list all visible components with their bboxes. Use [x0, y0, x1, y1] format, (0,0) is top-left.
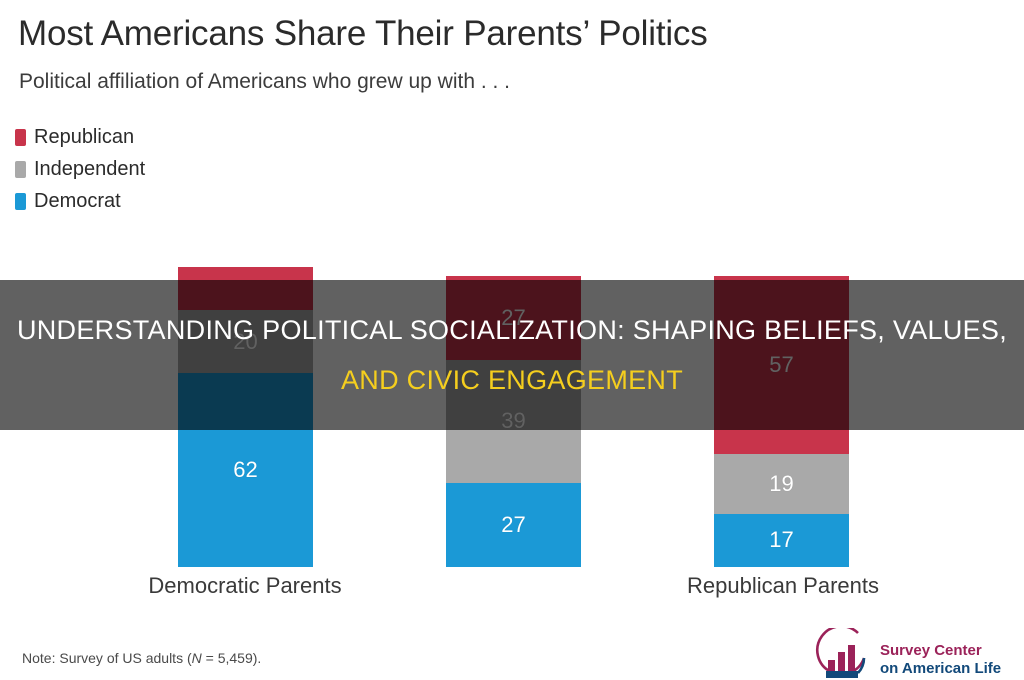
bar-value-label: 27	[501, 511, 526, 537]
bar-chart-in-circle-icon	[812, 624, 874, 680]
logo-line-2: on American Life	[880, 660, 1002, 677]
chart-legend: Republican Independent Democrat	[15, 121, 145, 217]
title-overlay-scrim: UNDERSTANDING POLITICAL SOCIALIZATION: S…	[0, 280, 1024, 430]
legend-swatch-icon-independent	[15, 160, 26, 178]
logo-wordmark: Survey Center on American Life	[880, 642, 1024, 680]
logo-line-1: Survey Center	[880, 642, 982, 659]
bar-segment-independent[interactable]: 19	[714, 454, 849, 514]
chart-note-n-symbol: N	[191, 650, 202, 666]
overlay-headline-line-2: AND CIVIC ENGAGEMENT	[340, 365, 684, 395]
legend-item-democrat[interactable]: Democrat	[15, 185, 145, 217]
legend-item-independent[interactable]: Independent	[15, 153, 145, 185]
legend-label-republican: Republican	[34, 125, 135, 148]
chart-note-prefix: Note: Survey of US adults (	[22, 650, 192, 666]
legend-item-republican[interactable]: Republican	[15, 121, 145, 153]
chart-note-n-value: = 5,459).	[201, 650, 262, 666]
legend-label-democrat: Democrat	[34, 189, 121, 212]
bar-segment-democrat[interactable]: 27	[446, 482, 581, 567]
bar-value-label: 62	[233, 456, 258, 482]
bar-segment-democrat[interactable]: 17	[714, 513, 849, 567]
chart-subtitle: Political affiliation of Americans who g…	[19, 70, 511, 93]
chart-note: Note: Survey of US adults (N = 5,459).	[22, 650, 261, 666]
legend-swatch-icon-republican	[15, 128, 26, 146]
survey-center-logo[interactable]: Survey Center on American Life	[812, 624, 1024, 680]
category-label-democratic-parents: Democratic Parents	[148, 573, 342, 598]
category-label-republican-parents: Republican Parents	[686, 573, 879, 598]
legend-swatch-icon-democrat	[15, 192, 26, 210]
bar-value-label: 17	[769, 527, 794, 553]
chart-title: Most Americans Share Their Parents’ Poli…	[18, 14, 708, 53]
bar-value-label: 19	[769, 471, 794, 497]
overlay-headline-line-1: UNDERSTANDING POLITICAL SOCIALIZATION: S…	[16, 315, 1008, 345]
legend-label-independent: Independent	[34, 157, 146, 180]
